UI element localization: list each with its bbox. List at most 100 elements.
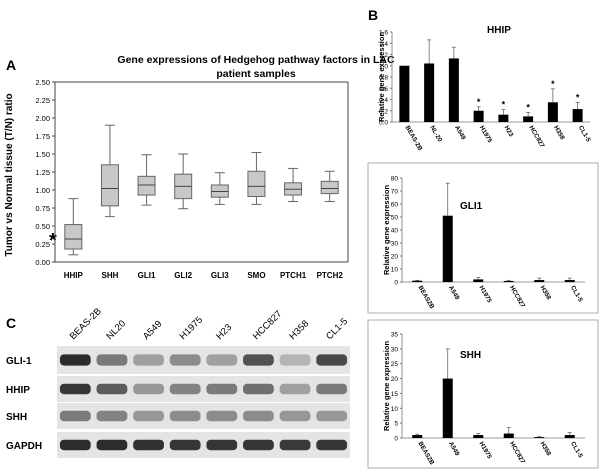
box-ytick-label: 1.00 [35,186,50,195]
shh_bars-category-label: H358 [539,441,553,458]
shh_bars-category-label: BEAS2B [417,441,436,467]
box-category-label: SMO [247,271,265,280]
shh_bars-bar-beas2b [412,435,423,438]
gli1_bars-ytick-label: 80 [391,176,399,183]
shh_bars-category-label: CL1-5 [569,441,584,460]
hhip_bars-bar-h23 [498,114,509,122]
hhip_bars-category-label: A549 [453,125,467,142]
box-category-label: PTCH1 [280,271,307,280]
panel-a-letter: A [6,57,16,73]
shh_bars-category-label: A549 [447,441,461,458]
hhip_bars-ylabel: Relative gene expression [377,32,386,122]
blot-lane-label: BEAS-2B [68,306,104,342]
hhip_bars-bar-nl-20 [424,63,435,122]
shh_bars-category-label: HCC827 [508,441,526,466]
gli1_bars-ytick-label: 60 [391,202,399,209]
box-category-label: GLI2 [174,271,192,280]
shh_bars-bar-h1975 [473,435,484,438]
box-ytick-label: 1.25 [35,168,50,177]
hhip_bars-title: HHIP [487,25,511,36]
hhip_bars-sig-marker: * [526,102,530,112]
box-category-label: SHH [101,271,118,280]
blot-band [243,439,274,451]
blot-row-label: GLI-1 [6,356,32,367]
blot-row-label: GAPDH [6,441,42,452]
box-hhip [64,198,83,256]
gli1_bars-bar-h1975 [473,279,484,282]
gli1-panel-frame [367,162,599,314]
box-shh [100,124,119,218]
box-gli3 [210,172,229,205]
boxplot-layer: 0.00 0.25 0.50 0.75 1.00 1.25 1.50 1.75 2.00 2.25… [35,78,349,280]
hhip_bars-category-label: BEAS-2B [404,125,424,153]
gli1_bars-ytick-label: 0 [394,280,398,287]
hhip_bars-ytick-label: 0.0 [379,120,388,127]
blot-band [243,410,274,422]
hhip_bars-category-label: NL-20 [428,125,443,144]
blot-band [169,439,201,451]
blot-band [133,354,164,366]
hhip_bars-sig-marker: * [502,100,506,110]
hhip_bars-ytick-label: 1.0 [379,63,388,70]
blot-band [243,354,274,366]
shh_bars-ytick-label: 5 [394,421,398,428]
hhip_bars-sig-marker: * [477,97,481,107]
blot-band [206,383,238,395]
blot-band [279,439,311,451]
blot-band [206,354,238,366]
gli1_bars-bar-beas2b [412,280,423,282]
hhip_bars-ytick-label: 0.4 [379,97,388,104]
blot-row-shh [57,403,350,429]
shh_bars-ytick-label: 25 [391,361,399,368]
panel-b-letter: B [368,7,378,23]
blot-lane-label: H358 [287,318,311,342]
gli1_bars-category-label: BEAS2B [417,285,436,311]
hhip_bars-sig-marker: * [551,79,555,89]
gli1_bars-bar-hcc827 [503,280,514,282]
box-ytick-label: 1.75 [35,132,50,141]
panel-a-ylabel: Tumor vs Normal tissue (T/N) ratio [4,93,15,256]
shh_bars-ytick-label: 30 [391,346,399,353]
gli1_bars-category-label: A549 [447,285,461,302]
hhip-chart-layer: 0.0 0.2 0.4 0.6 0.8 1.0 1.2 1.4 1.6 HHIP Relative … [377,25,592,152]
blot-row-hhip [57,376,350,402]
blot-band [59,354,91,366]
box-ytick-label: 2.00 [35,114,50,123]
blot-band [206,410,238,422]
box-ytick-label: 2.50 [35,78,50,87]
blot-band [96,383,128,395]
blot-band [279,410,311,422]
blot-band [316,383,348,395]
hhip_bars-category-label: H358 [552,125,566,142]
hhip_bars-ytick-label: 0.6 [379,86,388,93]
shh_bars-ylabel: Relative gene expression [382,341,391,431]
hhip_bars-category-label: CL1-5 [577,125,592,144]
panel-a-title-line1: Gene expressions of Hedgehog pathway fac… [117,54,395,66]
blot-band [169,354,201,366]
shh_bars-bar-a549 [442,378,453,438]
panel-c-letter: C [6,315,16,331]
shh_bars-bar-h358 [534,437,545,438]
hhip_bars-bar-h358 [547,102,558,122]
box-category-label: PTCH2 [317,271,344,280]
shh_bars-bar-cl1-5 [564,435,575,438]
gli1_bars-title: GLI1 [460,201,483,212]
shh-panel-frame [367,319,599,469]
gli1-chart-layer: 0 10 20 30 40 50 60 70 80 GLI1 Relative gene expre… [382,176,585,311]
blot-lane-label: H1975 [178,315,206,343]
blot-lane-label: A549 [141,319,164,342]
shh_bars-bar-hcc827 [503,433,514,438]
box-iqr [320,180,339,195]
box-ytick-label: 2.25 [35,96,50,105]
gli1_bars-category-label: H1975 [478,285,494,305]
blot-lane-label: HCC827 [251,309,285,343]
gli1_bars-bar-h358 [534,280,545,282]
shh_bars-ytick-label: 20 [391,376,399,383]
blot-row-gli-1 [57,346,350,374]
hhip_bars-bar-beas-2b [399,65,410,122]
hhip_bars-category-label: H23 [503,125,515,139]
hhip_bars-category-label: HCC827 [527,125,545,150]
gli1_bars-category-label: CL1-5 [569,285,584,304]
box-ptch1 [284,167,303,203]
